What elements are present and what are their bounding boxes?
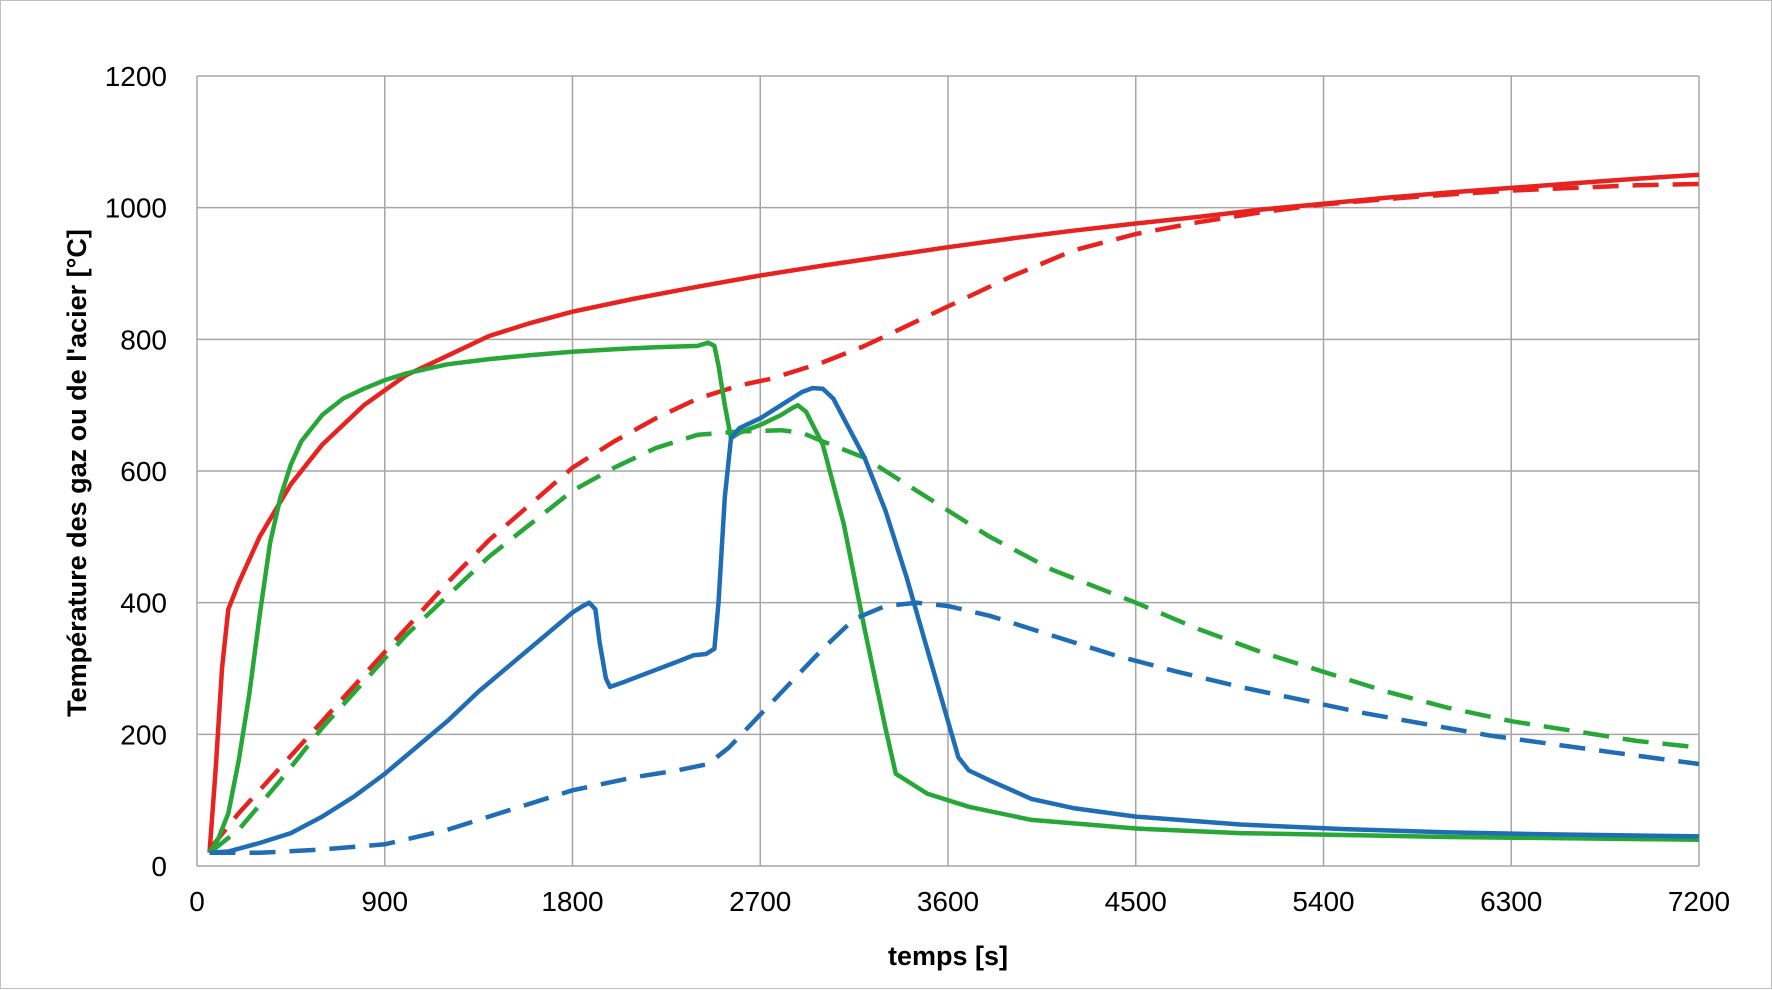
x-tick-label: 900	[361, 886, 408, 917]
series-line-green-solid	[207, 340, 1700, 855]
x-tick-label: 3600	[917, 886, 979, 917]
series-line-green-dashed	[208, 427, 1700, 855]
grid	[196, 75, 1700, 867]
series-group	[207, 172, 1700, 856]
y-tick-label: 600	[120, 456, 167, 487]
y-axis-title: Température des gaz ou de l'acier [°C]	[62, 229, 92, 717]
x-tick-label: 1800	[541, 886, 603, 917]
series-line-red-dashed	[207, 181, 1700, 851]
y-tick-label: 400	[120, 588, 167, 619]
y-tick-label: 1200	[105, 61, 167, 92]
x-tick-label: 2700	[729, 886, 791, 917]
y-tick-label: 800	[120, 324, 167, 355]
x-tick-label: 4500	[1105, 886, 1167, 917]
series-line-blue-solid	[209, 385, 1700, 856]
y-tick-label: 0	[151, 851, 167, 882]
x-tick-label: 0	[189, 886, 205, 917]
x-tick-label: 7200	[1668, 886, 1730, 917]
y-tick-label: 200	[120, 719, 167, 750]
series-line-blue-dashed	[209, 600, 1700, 856]
x-tick-label: 6300	[1480, 886, 1542, 917]
y-tick-label: 1000	[105, 193, 167, 224]
x-axis-title: temps [s]	[888, 941, 1008, 971]
y-axis-ticks: 0 200 400 600 800 1000 1200	[105, 61, 167, 882]
x-axis-ticks: 0 900 1800 2700 3600 4500 5400 6300 7200	[189, 886, 1730, 917]
x-tick-label: 5400	[1292, 886, 1354, 917]
